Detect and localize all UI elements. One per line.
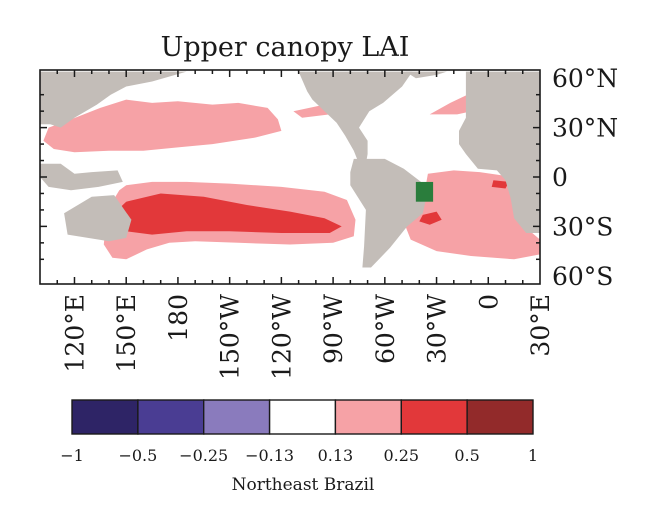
colorbar-tick-label: −1 xyxy=(60,446,84,465)
colorbar-tick-labels: −1 −0.5 −0.25 −0.13 0.13 0.25 0.5 1 xyxy=(60,446,538,465)
anomaly-region-5 xyxy=(405,170,540,260)
y-tick-label: 30°N xyxy=(552,114,618,143)
axis-ticks xyxy=(40,70,540,284)
colorbar xyxy=(71,399,534,435)
colorbar-swatch xyxy=(137,399,205,435)
anomaly-region-7 xyxy=(419,211,442,225)
anomaly-region-8 xyxy=(491,180,509,189)
y-tick-label: 30°S xyxy=(552,212,613,241)
colorbar-swatch xyxy=(71,399,139,435)
x-tick-label: 150°E xyxy=(112,294,141,372)
x-tick-label: 90°W xyxy=(319,294,348,364)
y-tick-label: 60°S xyxy=(552,262,613,291)
land-australia xyxy=(64,195,132,242)
x-tick-label: 30°E xyxy=(526,294,555,357)
land-south-america xyxy=(350,158,428,268)
x-tick-label: 60°W xyxy=(371,294,400,364)
colorbar-swatch xyxy=(400,399,468,435)
map-plot-area xyxy=(40,70,540,284)
land-africa-and-europe xyxy=(459,71,540,233)
x-tick-label: 120°E xyxy=(61,294,90,372)
anomaly-regions xyxy=(43,91,540,260)
chart-title: Upper canopy LAI xyxy=(161,32,410,63)
y-tick-label: 0 xyxy=(552,163,568,192)
x-tick-label: 120°W xyxy=(267,294,296,380)
colorbar-tick-label: −0.25 xyxy=(179,446,228,465)
colorbar-swatch xyxy=(202,399,271,435)
land-north-america xyxy=(298,71,413,164)
x-tick-label: 180 xyxy=(164,294,193,342)
colorbar-tick-label: 0.13 xyxy=(318,446,354,465)
colorbar-swatch xyxy=(268,399,337,435)
colorbar-tick-label: 0.5 xyxy=(454,446,479,465)
northeast-brazil-region xyxy=(415,181,434,202)
x-tick-label: 30°W xyxy=(423,294,452,364)
x-tick-labels: 120°E 150°E 180 150°W 120°W 90°W 60°W 30°W 0 30°E xyxy=(61,294,556,380)
anomaly-region-6 xyxy=(115,193,342,235)
colorbar-tick-label: −0.13 xyxy=(245,446,294,465)
colorbar-tick-label: −0.5 xyxy=(118,446,157,465)
anomaly-region-1 xyxy=(43,99,282,153)
colorbar-tick-label: 1 xyxy=(528,446,538,465)
colorbar-label: Northeast Brazil xyxy=(232,475,375,495)
land-southeast-asia xyxy=(40,163,123,191)
y-tick-label: 60°N xyxy=(552,64,618,93)
x-tick-label: 0 xyxy=(474,294,503,310)
x-tick-label: 150°W xyxy=(216,294,245,380)
colorbar-tick-label: 0.25 xyxy=(383,446,419,465)
colorbar-swatch xyxy=(466,399,534,435)
y-tick-labels: 60°N 30°N 0 30°S 60°S xyxy=(552,64,618,291)
landmasses xyxy=(40,71,540,268)
land-asia xyxy=(40,71,187,128)
colorbar-swatch xyxy=(334,399,402,435)
